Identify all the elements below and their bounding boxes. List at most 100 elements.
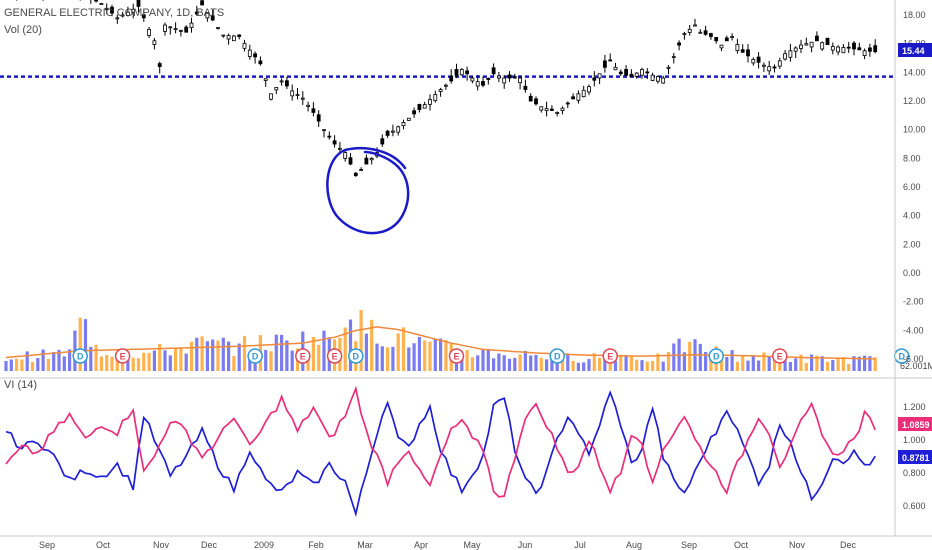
volume-bar bbox=[619, 354, 623, 371]
event-label: E bbox=[777, 352, 783, 362]
candle-body bbox=[746, 49, 750, 57]
price-tick-label: 8.00 bbox=[903, 153, 921, 163]
volume-bar bbox=[836, 358, 840, 371]
price-tick-label: -2.00 bbox=[903, 297, 924, 307]
volume-bar bbox=[635, 359, 639, 371]
candle-body bbox=[470, 77, 475, 82]
volume-ma-line bbox=[5, 326, 876, 360]
candle-body bbox=[613, 66, 618, 71]
dividend-marker: D bbox=[247, 348, 263, 364]
volume-bar bbox=[4, 361, 8, 371]
candle-body bbox=[597, 73, 602, 79]
volume-bar bbox=[147, 352, 151, 371]
volume-bar bbox=[863, 355, 867, 371]
candle-body bbox=[306, 104, 311, 107]
volume-bar bbox=[386, 347, 390, 371]
candle-body bbox=[523, 85, 528, 90]
candle-body bbox=[104, 7, 109, 10]
event-label: D bbox=[713, 352, 720, 362]
candle-body bbox=[369, 157, 374, 161]
volume-bar bbox=[322, 330, 326, 371]
volume-bar bbox=[868, 356, 872, 371]
volume-bar bbox=[343, 327, 347, 371]
event-label: E bbox=[332, 352, 338, 362]
event-label: D bbox=[554, 352, 561, 362]
x-tick-label: Apr bbox=[414, 540, 428, 550]
candle-body bbox=[518, 77, 522, 84]
price-tick-label: -4.00 bbox=[903, 325, 924, 335]
volume-bar bbox=[78, 317, 82, 371]
volume-bar bbox=[52, 352, 56, 371]
candle-body bbox=[475, 81, 480, 87]
volume-bar bbox=[131, 357, 135, 371]
volume-bar bbox=[364, 333, 368, 371]
candle-body bbox=[815, 35, 819, 42]
volume-bar bbox=[158, 344, 162, 371]
candle-body bbox=[629, 73, 634, 78]
price-tick-label: 6.00 bbox=[903, 182, 921, 192]
candle-body bbox=[555, 112, 560, 114]
volume-bar bbox=[211, 339, 215, 371]
x-tick-label: Sep bbox=[681, 540, 697, 550]
candle-body bbox=[210, 15, 215, 21]
candle-body bbox=[809, 41, 814, 48]
price-tick-label: 14.00 bbox=[903, 67, 926, 77]
volume-bar bbox=[825, 361, 830, 371]
x-tick-label: Mar bbox=[357, 540, 373, 550]
candle-body bbox=[502, 77, 507, 84]
volume-bar bbox=[348, 319, 353, 371]
candle-body bbox=[783, 53, 787, 60]
volume-bar bbox=[83, 319, 88, 371]
candle-body bbox=[454, 69, 459, 76]
volume-bar bbox=[735, 361, 739, 371]
event-label: E bbox=[607, 352, 613, 362]
x-tick-label: Oct bbox=[734, 540, 749, 550]
candle-body bbox=[846, 46, 851, 49]
candle-body bbox=[311, 108, 316, 113]
candle-body bbox=[486, 77, 491, 80]
event-circle bbox=[348, 348, 364, 364]
volume-bar bbox=[94, 344, 98, 371]
candle-body bbox=[231, 35, 236, 42]
volume-bar bbox=[698, 343, 702, 371]
candle-body bbox=[873, 45, 878, 53]
volume-bar bbox=[852, 356, 856, 371]
candle-body bbox=[327, 135, 332, 138]
volume-bar bbox=[465, 350, 469, 371]
volume-bar bbox=[216, 340, 220, 371]
candle-body bbox=[242, 42, 247, 49]
volume-bar bbox=[757, 360, 761, 371]
candle-body bbox=[640, 69, 644, 76]
candle-body bbox=[353, 172, 358, 176]
event-label: D bbox=[252, 352, 259, 362]
candle-body bbox=[868, 47, 872, 52]
volume-bar bbox=[799, 354, 803, 371]
candle-body bbox=[634, 72, 639, 77]
candle-body bbox=[581, 89, 586, 98]
candle-body bbox=[730, 36, 734, 38]
event-label: E bbox=[453, 352, 459, 362]
volume-bar bbox=[264, 349, 268, 371]
volume-bar bbox=[629, 355, 633, 371]
candle-body bbox=[364, 157, 369, 165]
volume-bar bbox=[592, 353, 596, 371]
volume-bar bbox=[688, 341, 692, 371]
volume-bar bbox=[751, 355, 755, 371]
volume-bar bbox=[290, 350, 294, 371]
volume-last-label: 62.001M bbox=[900, 361, 932, 371]
candle-body bbox=[624, 69, 628, 76]
volume-bar bbox=[174, 347, 178, 371]
candle-body bbox=[799, 44, 803, 49]
x-tick-label: Aug bbox=[626, 540, 642, 550]
vi-tick-label: 0.600 bbox=[903, 501, 926, 511]
candle-body bbox=[237, 34, 242, 37]
candle-body bbox=[528, 95, 533, 102]
candle-body bbox=[449, 75, 454, 82]
vi-plus-line bbox=[5, 390, 876, 518]
volume-bar bbox=[274, 334, 278, 371]
volume-bar bbox=[285, 340, 289, 371]
candle-body bbox=[777, 60, 782, 67]
candle-body bbox=[406, 117, 411, 121]
volume-bar bbox=[444, 340, 448, 371]
